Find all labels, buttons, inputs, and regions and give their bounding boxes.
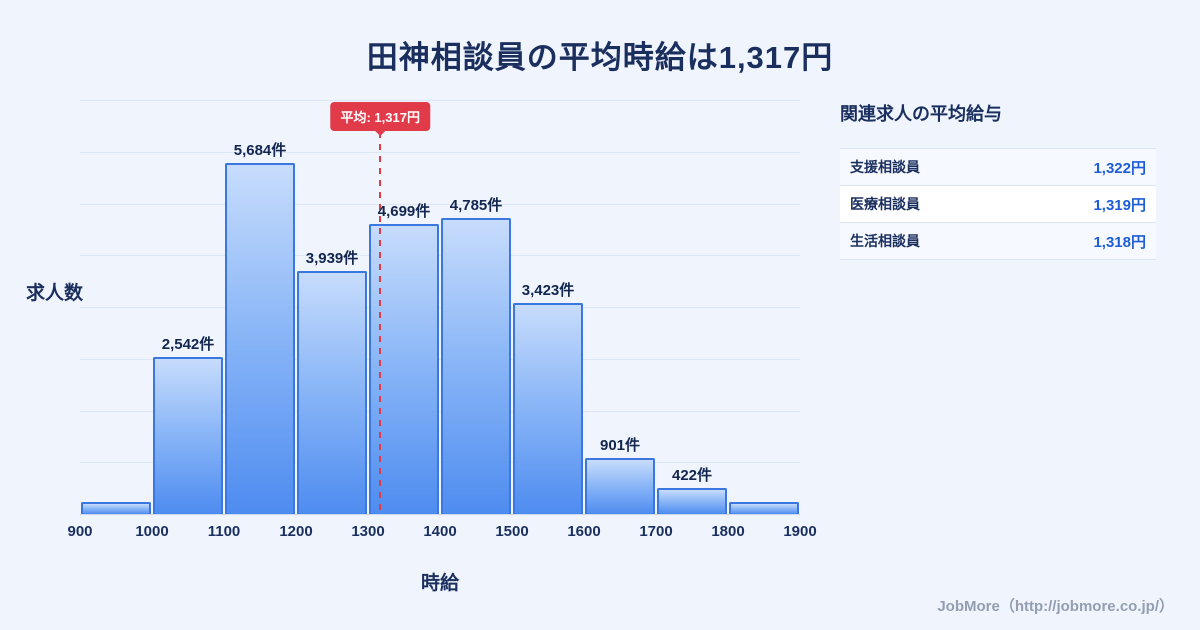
bar-1600-1700: 901件 — [584, 437, 656, 514]
bar-1000-1100: 2,542件 — [152, 336, 224, 514]
y-axis-label: 求人数 — [26, 283, 84, 304]
x-tick-label: 1300 — [351, 523, 385, 540]
x-tick-label: 1200 — [279, 523, 313, 540]
x-tick-label: 1900 — [783, 523, 817, 540]
related-job-pay: 1,322円 — [1093, 159, 1146, 177]
related-job-row: 生活相談員 1,318円 — [840, 223, 1156, 260]
x-tick-label: 1800 — [711, 523, 745, 540]
bar-value-label: 4,699件 — [377, 202, 431, 220]
bar-rect — [729, 502, 799, 514]
bar-1700-1800: 422件 — [656, 467, 728, 514]
gridline — [80, 151, 800, 153]
related-job-row: 医療相談員 1,319円 — [840, 186, 1156, 223]
bar-value-label: 3,939件 — [305, 249, 359, 267]
gridline — [80, 358, 800, 360]
bar-rect — [81, 501, 151, 514]
bar-value-label: 5,684件 — [233, 141, 287, 159]
x-tick-label: 1400 — [423, 523, 457, 540]
related-job-name: 医療相談員 — [850, 196, 920, 212]
bar-rect — [441, 218, 511, 514]
bar-value-label: 3,423件 — [521, 281, 575, 299]
x-tick-label: 1100 — [207, 523, 241, 540]
related-job-pay: 1,319円 — [1093, 196, 1146, 214]
related-jobs-table: 支援相談員 1,322円医療相談員 1,319円生活相談員 1,318円 — [840, 148, 1156, 260]
gridline — [80, 307, 800, 308]
footer-credit: JobMore（http://jobmore.co.jp/） — [937, 598, 1174, 615]
related-job-row: 支援相談員 1,322円 — [840, 149, 1156, 186]
x-tick-label: 900 — [67, 523, 93, 540]
bar-900-1000 — [80, 501, 152, 514]
bar-1200-1300: 3,939件 — [296, 250, 368, 514]
bar-rect — [225, 162, 295, 514]
bar-rect — [513, 302, 583, 514]
bar-value-label: 2,542件 — [161, 335, 215, 353]
x-tick-label: 1500 — [495, 523, 529, 540]
gridline — [80, 203, 800, 205]
gridline — [80, 255, 800, 257]
x-tick-label: 1000 — [135, 523, 169, 540]
related-job-name: 支援相談員 — [850, 159, 920, 175]
bar-rect — [297, 270, 367, 514]
related-job-pay: 1,318円 — [1093, 233, 1146, 251]
x-axis-label: 時給 — [420, 573, 459, 594]
bar-value-label: 422件 — [671, 466, 713, 484]
bar-1400-1500: 4,785件 — [440, 197, 512, 514]
histogram-plot: 2,542件 5,684件 3,939件 4,699件 4,785件 3,423件 901件… — [67, 100, 817, 540]
gridline — [80, 410, 800, 412]
bar-1800-1900 — [728, 502, 800, 514]
panel-heading: 関連求人の平均給与 — [840, 104, 1002, 124]
bar-rect — [153, 356, 223, 514]
related-job-name: 生活相談員 — [850, 233, 920, 249]
bar-value-label: 901件 — [599, 437, 641, 455]
related-jobs-panel: 関連求人の平均給与 支援相談員 1,322円医療相談員 1,319円生活相談員 1,3… — [840, 100, 1156, 260]
mean-line — [379, 132, 382, 514]
x-tick-label: 1700 — [639, 523, 673, 540]
mean-badge: 平均: 1,317円 — [330, 102, 430, 131]
bar-1500-1600: 3,423件 — [512, 282, 584, 514]
gridline — [80, 462, 800, 464]
bar-rect — [585, 458, 655, 514]
page-title: 田神相談員の平均時給は1,317円 — [366, 40, 834, 75]
gridline — [80, 100, 800, 101]
bar-1100-1200: 5,684件 — [224, 142, 296, 514]
x-tick-label: 1600 — [567, 523, 601, 540]
bar-rect — [657, 487, 727, 514]
bar-value-label: 4,785件 — [449, 197, 503, 215]
